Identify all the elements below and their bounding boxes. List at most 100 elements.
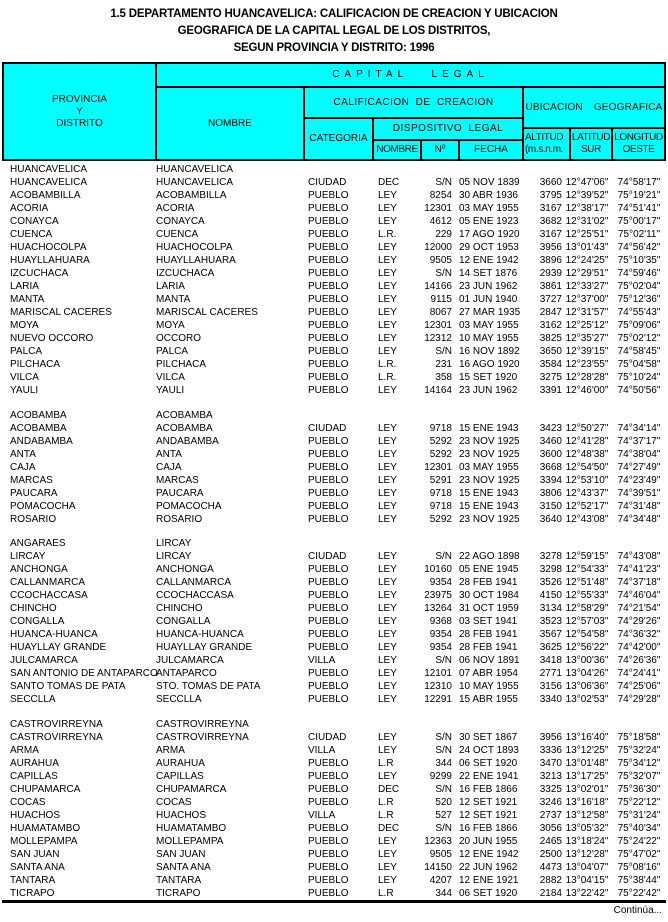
cell-category: PUEBLO [308, 757, 349, 769]
cell-altitude: 2737 [539, 809, 562, 821]
cell-altitude: 4473 [539, 861, 562, 873]
cell-date: 12 SET 1921 [459, 796, 518, 808]
cell-latitude: 12°52'17" [565, 500, 609, 512]
cell-longitude: 75°32'24" [617, 744, 661, 756]
cell-latitude: 13°12'58" [565, 809, 609, 821]
cell-law: LEY [378, 435, 397, 447]
cell-category: CIUDAD [308, 551, 347, 562]
cell-altitude: 3956 [539, 242, 562, 253]
cell-law: L.R [378, 796, 394, 808]
cell-law: LEY [378, 835, 397, 847]
cell-district: CALLANMARCA [10, 577, 86, 588]
cell-altitude: 3391 [539, 385, 562, 396]
cell-category: PUEBLO [308, 848, 349, 860]
cell-category: PUEBLO [308, 229, 349, 240]
district-row: ACOBAMBA ACOBAMBA CIUDAD LEY 9718 15 ENE 1943… [2, 422, 666, 435]
title-line-3: SEGUN PROVINCIA Y DISTRITO: 1996 [233, 42, 435, 54]
district-row: SANTA ANA SANTA ANA PUEBLO LEY 14150 22 JUN 1… [2, 861, 666, 874]
cell-district: PILCHACA [10, 359, 61, 370]
cell-altitude: 3460 [539, 435, 562, 447]
cell-latitude: 12°23'55" [565, 359, 609, 370]
cell-latitude: 12°33'27" [565, 281, 609, 292]
province-row: ANGARAES LIRCAY [2, 537, 666, 550]
cell-law: LEY [378, 268, 397, 279]
cell-name: HUAYLLAHUARA [156, 255, 236, 266]
cell-latitude: 12°43'37" [565, 487, 609, 499]
cell-date: 28 FEB 1941 [459, 577, 518, 588]
cell-category: PUEBLO [308, 577, 349, 588]
cell-district: IZCUCHACA [10, 268, 69, 279]
cell-law: LEY [378, 861, 397, 873]
cell-district: CAJA [10, 461, 36, 473]
cell-altitude: 3418 [539, 655, 562, 666]
district-row: CONAYCA CONAYCA PUEBLO LEY 4612 05 ENE 1923 36… [2, 215, 666, 228]
district-row: CALLANMARCA CALLANMARCA PUEBLO LEY 9354 28 FE… [2, 576, 666, 589]
cell-latitude: 13°04'15" [565, 874, 609, 886]
cell-date: 03 MAY 1955 [459, 320, 519, 331]
cell-law: L.R [378, 887, 394, 899]
cell-district: ANCHONGA [10, 564, 68, 575]
cell-category: PUEBLO [308, 294, 349, 305]
district-row: HUANCA-HUANCA HUANCA-HUANCA PUEBLO LEY 9354 2… [2, 628, 666, 641]
cell-longitude: 74°26'36" [617, 655, 661, 666]
header-longitud-line2: OESTE [622, 144, 655, 155]
cell-category: PUEBLO [308, 487, 349, 499]
district-row: HUAYLLAY GRANDE HUAYLLAY GRANDE PUEBLO LEY 9… [2, 641, 666, 654]
cell-category: PUEBLO [308, 796, 349, 808]
header-longitud: LONGITUD OESTE [613, 129, 664, 159]
cell-altitude: 3167 [539, 229, 562, 240]
cell-longitude: 75°32'07" [617, 770, 661, 782]
cell-longitude: 75°22'12" [617, 796, 661, 808]
cell-district: CHINCHO [10, 603, 57, 614]
cell-name: COCAS [156, 796, 192, 808]
cell-longitude: 75°02'04" [617, 281, 661, 292]
cell-number: 358 [435, 372, 452, 383]
cell-name: SECCLLA [156, 694, 202, 705]
cell-name: SAN JUAN [156, 848, 206, 860]
cell-name: CONAYCA [156, 216, 205, 227]
cell-number: 12363 [424, 835, 452, 847]
header-calificacion-group: CALIFICACION DE CREACION CATEGORIA DISPO… [305, 88, 522, 159]
cell-district: HUAYLLAY GRANDE [10, 642, 107, 653]
cell-law: LEY [378, 242, 397, 253]
cell-altitude: 3336 [539, 744, 562, 756]
cell-date: 06 SET 1920 [459, 887, 518, 899]
cell-district: ACORIA [10, 203, 49, 214]
cell-latitude: 12°47'06" [565, 177, 609, 188]
cell-altitude: 2500 [539, 848, 562, 860]
cell-law: LEY [378, 461, 397, 473]
cell-longitude: 74°24'41" [617, 668, 661, 679]
cell-district: CHUPAMARCA [10, 783, 81, 795]
cell-number: 14164 [424, 385, 452, 396]
cell-category: PUEBLO [308, 668, 349, 679]
cell-latitude: 12°24'25" [565, 255, 609, 266]
cell-number: 9505 [429, 255, 452, 266]
cell-latitude: 12°31'02" [565, 216, 609, 227]
district-row: HUAYLLAHUARA HUAYLLAHUARA PUEBLO LEY 9505 12 … [2, 254, 666, 267]
cell-altitude: 3275 [539, 372, 562, 383]
cell-altitude: 3246 [539, 796, 562, 808]
cell-district: AURAHUA [10, 757, 59, 769]
cell-longitude: 74°58'17" [617, 177, 661, 188]
cell-date: 28 FEB 1941 [459, 642, 518, 653]
section-gap [2, 397, 666, 409]
cell-altitude: 3156 [539, 681, 562, 692]
cell-law: LEY [378, 487, 397, 499]
cell-date: 17 AGO 1920 [459, 229, 520, 240]
cell-number: 9718 [429, 500, 452, 512]
cell-number: 12312 [424, 333, 452, 344]
cell-name: ACOBAMBILLA [156, 190, 227, 201]
cell-category: VILLA [308, 655, 336, 666]
cell-law: LEY [378, 320, 397, 331]
cell-longitude: 74°50'56" [617, 385, 661, 396]
cell-longitude: 74°29'28" [617, 694, 661, 705]
cell-category: PUEBLO [308, 242, 349, 253]
cell-date: 07 ABR 1954 [459, 668, 518, 679]
cell-law: LEY [378, 500, 397, 512]
cell-altitude: 3650 [539, 346, 562, 357]
cell-latitude: 12°31'57" [565, 307, 609, 318]
cell-altitude: 3625 [539, 642, 562, 653]
cell-district: SANTA ANA [10, 861, 65, 873]
cell-number: 527 [435, 809, 452, 821]
cell-latitude: 12°50'27" [565, 422, 609, 434]
